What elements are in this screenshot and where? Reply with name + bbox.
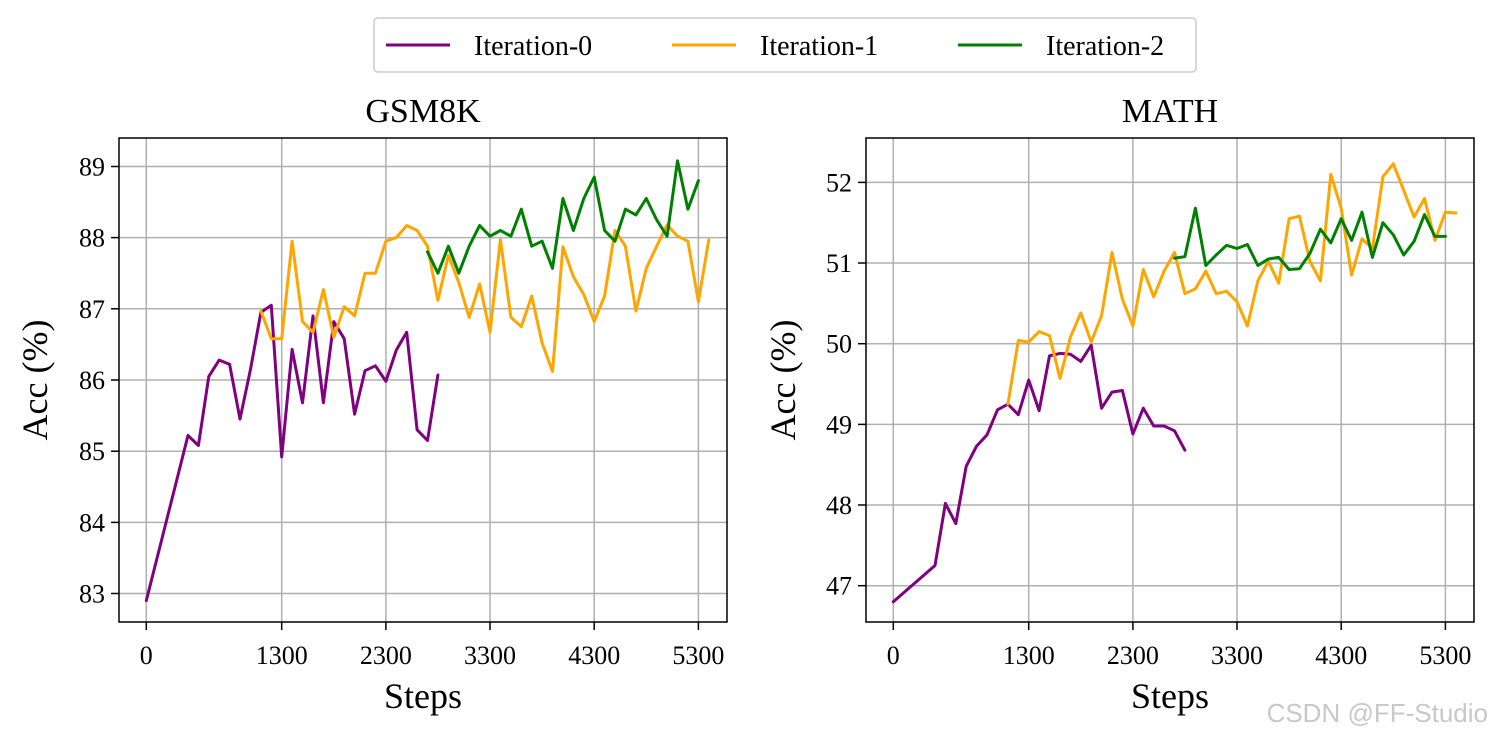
series-line-iteration-1 <box>1006 162 1458 406</box>
legend-label-iteration-2: Iteration-2 <box>1046 31 1164 62</box>
axis-ticks: 0 1300 2300 3300 4300 5300 83 84 85 86 87 88 89 <box>79 153 724 671</box>
y-axis-label: Acc (%) <box>763 320 803 441</box>
chart-title: MATH <box>1122 93 1218 130</box>
series-lines <box>891 162 1458 604</box>
watermark: CSDN @FF-Studio <box>1267 698 1488 728</box>
series-line-iteration-0 <box>144 303 440 603</box>
x-tick-label: 4300 <box>1315 641 1367 670</box>
x-tick-label: 0 <box>887 641 900 670</box>
x-tick-label: 5300 <box>1419 641 1471 670</box>
legend: Iteration-0 Iteration-1 Iteration-2 <box>373 17 1197 73</box>
y-tick-label: 87 <box>79 295 105 324</box>
x-axis-label: Steps <box>1131 676 1209 716</box>
x-tick-label: 1300 <box>1003 641 1055 670</box>
series-line-iteration-2 <box>426 159 700 275</box>
x-tick-label: 2300 <box>360 641 412 670</box>
y-tick-label: 89 <box>79 153 105 182</box>
grid-lines <box>119 138 727 622</box>
legend-box <box>373 17 1197 73</box>
x-axis-label: Steps <box>384 676 462 716</box>
y-tick-label: 52 <box>826 168 852 197</box>
series-line-iteration-0 <box>891 343 1187 604</box>
y-tick-label: 50 <box>826 330 852 359</box>
legend-label-iteration-0: Iteration-0 <box>474 31 592 62</box>
x-tick-label: 3300 <box>464 641 516 670</box>
y-tick-label: 49 <box>826 410 852 439</box>
y-tick-label: 85 <box>79 437 105 466</box>
y-tick-label: 48 <box>826 491 852 520</box>
series-line-iteration-2 <box>1173 206 1447 271</box>
x-tick-label: 0 <box>140 641 153 670</box>
x-tick-label: 5300 <box>672 641 724 670</box>
x-tick-label: 3300 <box>1211 641 1263 670</box>
series-lines <box>144 159 711 603</box>
y-tick-label: 84 <box>79 508 105 537</box>
x-tick-label: 4300 <box>568 641 620 670</box>
y-tick-label: 88 <box>79 224 105 253</box>
y-tick-label: 86 <box>79 366 105 395</box>
chart-title: GSM8K <box>365 93 481 130</box>
x-tick-label: 2300 <box>1107 641 1159 670</box>
plot-frame <box>865 137 1475 623</box>
chart-gsm8k: GSM8K 0 1300 2300 3300 4300 5300 83 84 85 86 87 88 8… <box>15 93 728 716</box>
chart-math: MATH 0 1300 2300 3300 4300 5300 47 48 49 50 51 52 S… <box>763 93 1475 716</box>
axis-ticks: 0 1300 2300 3300 4300 5300 47 48 49 50 51 52 <box>826 168 1471 670</box>
y-tick-label: 47 <box>826 572 852 601</box>
x-tick-label: 1300 <box>256 641 308 670</box>
y-tick-label: 51 <box>826 249 852 278</box>
grid-lines <box>866 138 1474 622</box>
series-line-iteration-1 <box>259 223 711 373</box>
y-axis-label: Acc (%) <box>15 320 55 441</box>
legend-label-iteration-1: Iteration-1 <box>760 31 878 62</box>
y-tick-label: 83 <box>79 580 105 609</box>
